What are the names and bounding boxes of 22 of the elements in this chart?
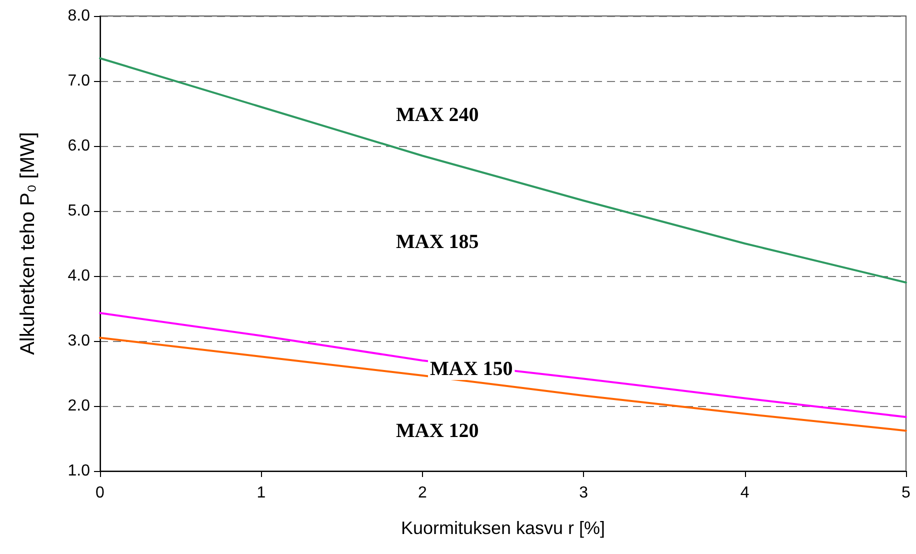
y-tick-label: 8.0 bbox=[68, 8, 90, 24]
x-tick-label: 5 bbox=[902, 484, 911, 502]
y-tick-label: 4.0 bbox=[68, 268, 90, 284]
line-series bbox=[99, 312, 907, 418]
y-axis-title: Alkuhetken teho P₀ [MW] bbox=[17, 132, 39, 355]
x-tick-label: 1 bbox=[256, 484, 266, 502]
y-tick-label: 5.0 bbox=[68, 202, 90, 220]
line-series bbox=[99, 57, 907, 284]
y-tick-label: 7.0 bbox=[68, 72, 90, 90]
annotation: MAX 240 bbox=[396, 104, 479, 126]
annotation: MAX 185 bbox=[396, 231, 479, 253]
x-tick-label: 4 bbox=[740, 484, 750, 502]
annotation: MAX 150 bbox=[430, 358, 513, 380]
x-axis-title: Kuormituksen kasvu r [%] bbox=[400, 518, 606, 538]
y-tick-label: 1.0 bbox=[68, 462, 90, 480]
y-tick-label: 6.0 bbox=[68, 138, 90, 154]
x-tick-label: 0 bbox=[96, 484, 105, 502]
y-tick-label: 2.0 bbox=[68, 398, 90, 414]
x-tick-label: 3 bbox=[579, 484, 588, 502]
annotation: MAX 120 bbox=[396, 420, 479, 442]
y-tick-label: 3.0 bbox=[68, 332, 90, 350]
x-tick-label: 2 bbox=[418, 484, 427, 502]
